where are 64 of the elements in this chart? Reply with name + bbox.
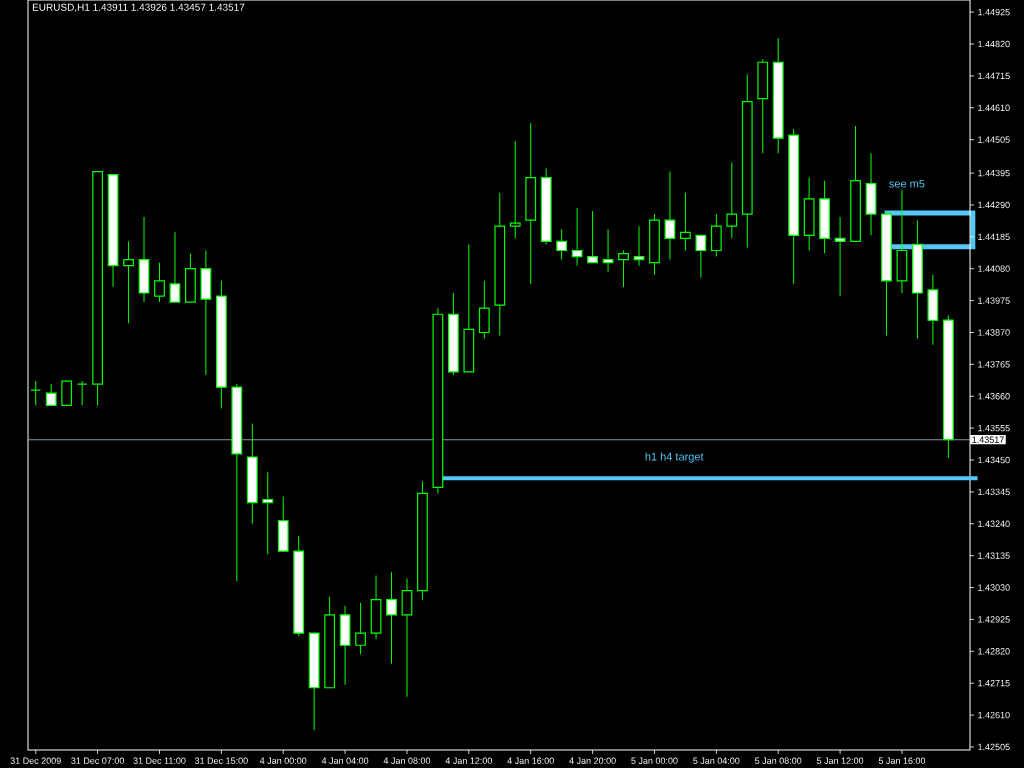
y-tick-label: 1.42925 — [978, 616, 1010, 623]
y-tick-label: 1.43870 — [978, 329, 1010, 336]
candlestick — [123, 240, 134, 324]
y-tick-label: 1.42505 — [978, 743, 1010, 751]
chart-title: EURUSD,H1 1.43911 1.43926 1.43457 1.43517 — [32, 3, 245, 12]
x-tick-label: 31 Dec 11:00 — [133, 757, 186, 764]
y-tick-label: 1.43240 — [978, 520, 1010, 527]
candlestick — [556, 228, 568, 261]
x-tick-label: 5 Jan 12:00 — [816, 757, 864, 764]
y-tick-label: 1.44080 — [978, 265, 1010, 272]
y-tick-label: 1.42715 — [978, 680, 1010, 687]
candlestick — [355, 602, 366, 655]
x-tick-label: 31 Dec 07:00 — [71, 757, 125, 764]
candlestick — [386, 571, 397, 664]
y-tick-label: 1.43975 — [978, 297, 1010, 304]
candlestick — [262, 471, 274, 555]
x-tick-label: 5 Jan 00:00 — [631, 757, 678, 764]
x-tick-label: 31 Dec 15:00 — [194, 757, 248, 764]
x-tick-label: 4 Jan 00:00 — [259, 757, 307, 764]
y-tick-label: 1.42820 — [978, 648, 1010, 655]
y-tick-label: 1.44185 — [978, 233, 1010, 241]
x-tick-label: 4 Jan 08:00 — [383, 757, 431, 764]
y-tick-label: 1.44925 — [978, 8, 1010, 16]
y-tick-label: 1.43765 — [978, 361, 1010, 368]
candlestick — [602, 228, 614, 273]
candlestick — [571, 207, 583, 267]
x-tick-label: 31 Dec 2009 — [10, 757, 61, 764]
x-tick-label: 4 Jan 04:00 — [321, 757, 369, 764]
candlestick — [45, 383, 57, 406]
candlestick — [618, 250, 629, 288]
x-tick-label: 4 Jan 16:00 — [507, 757, 554, 764]
candlestick — [76, 380, 88, 406]
y-tick-label: 1.44395 — [978, 169, 1010, 177]
x-tick-label: 4 Jan 20:00 — [569, 757, 616, 764]
candlestick — [664, 171, 676, 261]
x-tick-label: 5 Jan 16:00 — [878, 757, 926, 764]
y-tick-label: 1.44610 — [978, 104, 1010, 111]
y-tick-label: 1.43660 — [978, 393, 1010, 400]
y-tick-label: 1.43450 — [978, 456, 1010, 464]
y-tick-label: 1.44290 — [978, 201, 1010, 209]
x-tick-label: 5 Jan 08:00 — [755, 757, 802, 764]
y-tick-label: 1.43345 — [978, 488, 1010, 496]
y-tick-label: 1.44505 — [978, 136, 1010, 143]
candlestick — [154, 262, 165, 303]
candlestick — [834, 216, 846, 297]
y-tick-label: 1.44820 — [978, 40, 1010, 48]
y-tick-label: 1.44715 — [978, 72, 1010, 80]
candlestick — [509, 140, 521, 239]
ref-line-label: 1.43517 — [972, 436, 1004, 443]
y-tick-label: 1.43135 — [978, 552, 1010, 559]
candlestick — [30, 380, 42, 406]
x-tick-label: 5 Jan 04:00 — [693, 757, 740, 764]
x-tick-label: 4 Jan 12:00 — [445, 757, 492, 764]
candlestick — [633, 225, 645, 267]
candlestick — [695, 234, 707, 279]
candlestick — [169, 231, 181, 303]
candlestick — [726, 161, 738, 239]
y-tick-label: 1.43555 — [978, 424, 1010, 432]
ref-line-label: h1 h4 target — [645, 452, 704, 463]
y-tick-label: 1.43030 — [978, 584, 1010, 591]
candlestick — [587, 210, 598, 264]
y-tick-label: 1.42610 — [978, 711, 1010, 719]
annotation: see m5 — [889, 179, 925, 188]
candlestick — [680, 192, 691, 251]
